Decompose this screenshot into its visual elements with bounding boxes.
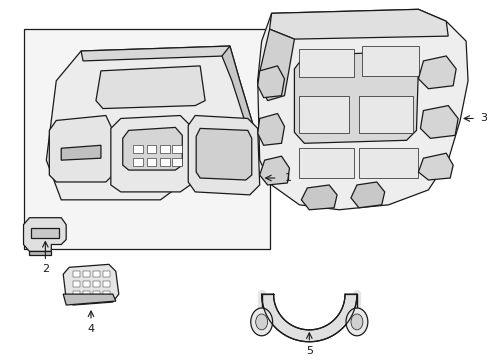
- Polygon shape: [31, 228, 59, 238]
- Polygon shape: [257, 9, 467, 210]
- Polygon shape: [257, 66, 284, 98]
- Bar: [299, 96, 348, 133]
- Text: 3: 3: [479, 113, 486, 123]
- Bar: [146, 158, 156, 166]
- Polygon shape: [81, 46, 229, 61]
- Polygon shape: [259, 156, 289, 185]
- Polygon shape: [418, 153, 452, 180]
- Bar: [23, 29, 269, 249]
- Bar: [132, 158, 142, 166]
- Bar: [93, 271, 100, 277]
- Bar: [358, 96, 413, 133]
- Polygon shape: [420, 105, 457, 138]
- Bar: [172, 158, 182, 166]
- Bar: [102, 281, 110, 287]
- Polygon shape: [29, 251, 51, 255]
- Text: 5: 5: [305, 346, 312, 356]
- Ellipse shape: [350, 314, 362, 330]
- Bar: [83, 271, 90, 277]
- Ellipse shape: [250, 308, 272, 336]
- Bar: [172, 145, 182, 153]
- Polygon shape: [257, 29, 294, 100]
- Bar: [102, 271, 110, 277]
- Bar: [102, 291, 110, 297]
- Polygon shape: [46, 46, 254, 200]
- Polygon shape: [49, 116, 113, 182]
- Polygon shape: [261, 294, 356, 342]
- Text: 2: 2: [41, 264, 49, 274]
- Polygon shape: [418, 56, 455, 89]
- Bar: [146, 145, 156, 153]
- Bar: [73, 291, 80, 297]
- Polygon shape: [269, 9, 447, 39]
- Bar: [93, 291, 100, 297]
- Bar: [83, 281, 90, 287]
- Polygon shape: [188, 116, 259, 195]
- Text: 1: 1: [284, 173, 291, 183]
- Polygon shape: [350, 182, 384, 208]
- Text: 4: 4: [87, 324, 94, 334]
- Bar: [358, 148, 418, 178]
- Polygon shape: [111, 116, 190, 192]
- Ellipse shape: [346, 308, 367, 336]
- Polygon shape: [63, 264, 119, 305]
- Polygon shape: [96, 66, 204, 109]
- Bar: [299, 148, 353, 178]
- Polygon shape: [23, 218, 66, 251]
- Bar: [83, 291, 90, 297]
- Polygon shape: [63, 294, 116, 305]
- Polygon shape: [294, 51, 418, 143]
- Bar: [160, 158, 170, 166]
- Bar: [93, 281, 100, 287]
- Ellipse shape: [255, 314, 267, 330]
- Polygon shape: [122, 127, 182, 170]
- Polygon shape: [257, 113, 284, 145]
- Bar: [299, 49, 353, 77]
- Bar: [160, 145, 170, 153]
- Bar: [73, 271, 80, 277]
- Bar: [132, 145, 142, 153]
- Polygon shape: [301, 185, 336, 210]
- Bar: [73, 281, 80, 287]
- Bar: [361, 46, 419, 76]
- Polygon shape: [61, 145, 101, 160]
- Polygon shape: [196, 129, 251, 180]
- Polygon shape: [222, 46, 254, 130]
